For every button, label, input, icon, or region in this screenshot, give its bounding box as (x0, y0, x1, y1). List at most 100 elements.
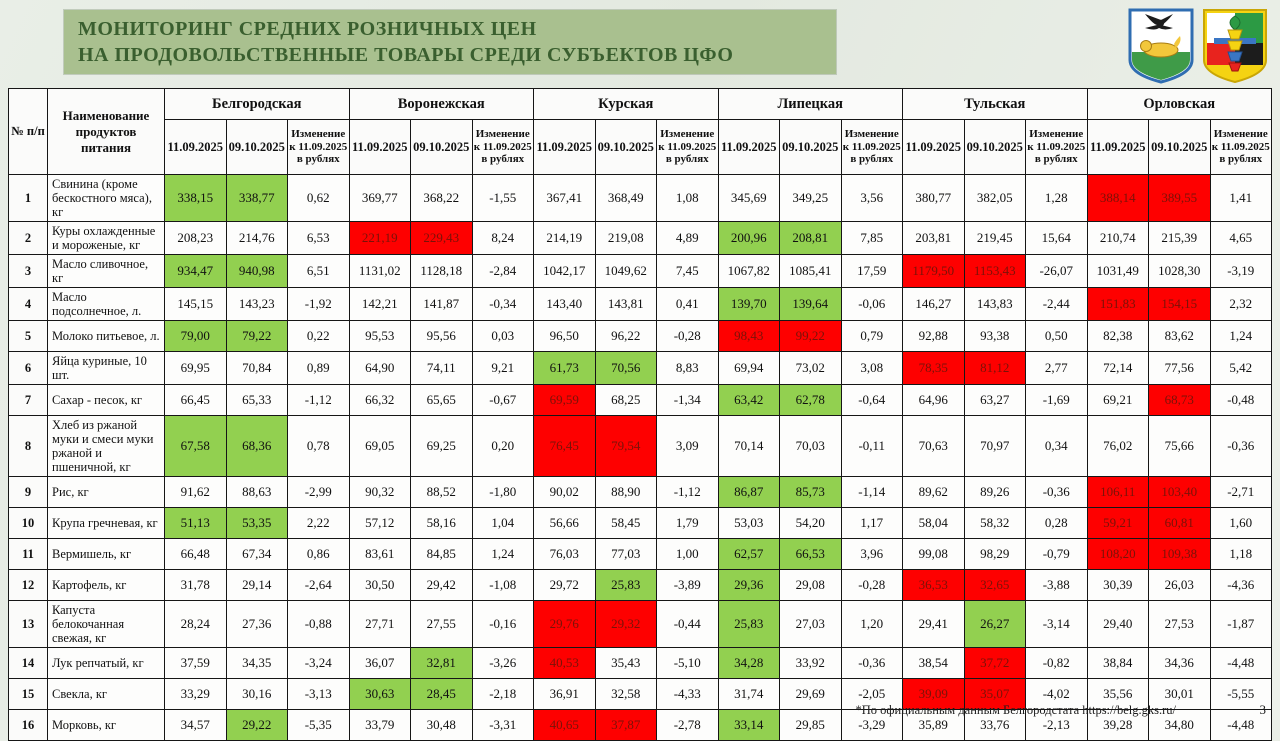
price-cell: 0,03 (471, 320, 534, 352)
price-cell: 0,78 (287, 415, 350, 477)
wheat-ear-shape (1227, 15, 1243, 72)
price-cell: 70,97 (963, 415, 1026, 477)
price-cell: 208,23 (164, 221, 227, 255)
price-cell: 1128,18 (410, 254, 473, 288)
price-cell: 3,08 (840, 351, 903, 385)
price-cell: 3,56 (840, 174, 903, 222)
price-cell: 62,57 (717, 538, 780, 570)
price-cell: -1,08 (471, 569, 534, 601)
price-cell: 8,24 (471, 221, 534, 255)
price-cell: 90,32 (348, 476, 411, 508)
table-row: 4 Масло подсолнечное, л. 145,15 143,23 -1,92… (8, 287, 1272, 321)
price-cell: 0,79 (840, 320, 903, 352)
price-cell: 36,53 (902, 569, 965, 601)
price-cell: -4,33 (656, 678, 719, 710)
price-cell: 29,72 (533, 569, 596, 601)
price-cell: -3,24 (287, 647, 350, 679)
price-cell: 72,14 (1086, 351, 1149, 385)
region-header-1: Воронежская (348, 88, 534, 120)
price-cell: 1028,30 (1148, 254, 1211, 288)
price-cell: 32,65 (963, 569, 1026, 601)
price-cell: 86,87 (717, 476, 780, 508)
price-cell: 82,38 (1086, 320, 1149, 352)
price-cell: -0,28 (656, 320, 719, 352)
price-cell: 28,45 (410, 678, 473, 710)
price-cell: -4,02 (1025, 678, 1088, 710)
price-cell: 89,26 (963, 476, 1026, 508)
price-cell: 215,39 (1148, 221, 1211, 255)
product-name: Молоко питьевое, л. (47, 320, 165, 352)
date-header-2-1: 09.10.2025 (594, 119, 657, 175)
price-cell: 36,07 (348, 647, 411, 679)
price-cell: 54,20 (779, 507, 842, 539)
price-cell: 70,14 (717, 415, 780, 477)
price-cell: 29,14 (225, 569, 288, 601)
price-cell: 30,48 (410, 709, 473, 741)
price-cell: 69,95 (164, 351, 227, 385)
price-cell: 229,43 (410, 221, 473, 255)
price-cell: -0,06 (840, 287, 903, 321)
date-header-1-0: 11.09.2025 (348, 119, 411, 175)
price-cell: 51,13 (164, 507, 227, 539)
price-cell: 83,62 (1148, 320, 1211, 352)
row-number: 8 (8, 415, 48, 477)
price-cell: 93,38 (963, 320, 1026, 352)
product-name: Лук репчатый, кг (47, 647, 165, 679)
price-cell: 68,73 (1148, 384, 1211, 416)
price-cell: 203,81 (902, 221, 965, 255)
product-name: Куры охлажденные и мороженые, кг (47, 221, 165, 255)
table-row: 2 Куры охлажденные и мороженые, кг 208,23 2… (8, 221, 1272, 255)
price-cell: 380,77 (902, 174, 965, 222)
price-cell: 349,25 (779, 174, 842, 222)
price-cell: 30,16 (225, 678, 288, 710)
table-row: 3 Масло сливочное, кг 934,47 940,98 6,51 1131… (8, 254, 1272, 288)
price-cell: 40,53 (533, 647, 596, 679)
price-cell: 367,41 (533, 174, 596, 222)
product-name: Сахар - песок, кг (47, 384, 165, 416)
price-cell: 38,54 (902, 647, 965, 679)
price-cell: 1067,82 (717, 254, 780, 288)
price-cell: 30,39 (1086, 569, 1149, 601)
price-cell: 66,53 (779, 538, 842, 570)
product-name: Хлеб из ржаной муки и смеси муки ржаной … (47, 415, 165, 477)
change-header-3: Изменение к 11.09.2025 в рублях (840, 119, 903, 175)
price-cell: 208,81 (779, 221, 842, 255)
price-cell: 388,14 (1086, 174, 1149, 222)
price-cell: 1179,50 (902, 254, 965, 288)
price-cell: 88,52 (410, 476, 473, 508)
product-name: Яйца куриные, 10 шт. (47, 351, 165, 385)
price-cell: 33,92 (779, 647, 842, 679)
table-row: 10 Крупа гречневая, кг 51,13 53,35 2,22 57,12… (8, 507, 1272, 539)
price-cell: -1,12 (656, 476, 719, 508)
price-cell: 40,65 (533, 709, 596, 741)
price-cell: 5,42 (1209, 351, 1272, 385)
row-number: 15 (8, 678, 48, 710)
price-cell: 2,22 (287, 507, 350, 539)
price-cell: 27,53 (1148, 600, 1211, 648)
price-cell: 934,47 (164, 254, 227, 288)
price-cell: -0,16 (471, 600, 534, 648)
price-cell: 219,45 (963, 221, 1026, 255)
product-name: Вермишель, кг (47, 538, 165, 570)
corner-num-header: № п/п (8, 88, 48, 175)
change-header-4: Изменение к 11.09.2025 в рублях (1025, 119, 1088, 175)
price-cell: 1,60 (1209, 507, 1272, 539)
price-cell: 0,20 (471, 415, 534, 477)
price-cell: 36,91 (533, 678, 596, 710)
price-cell: 95,53 (348, 320, 411, 352)
price-cell: -2,84 (471, 254, 534, 288)
price-cell: 81,12 (963, 351, 1026, 385)
price-cell: 0,41 (656, 287, 719, 321)
table-row: 7 Сахар - песок, кг 66,45 65,33 -1,12 66,32 65… (8, 384, 1272, 416)
price-cell: 32,58 (594, 678, 657, 710)
price-cell: 67,34 (225, 538, 288, 570)
price-cell: 68,36 (225, 415, 288, 477)
price-cell: 4,65 (1209, 221, 1272, 255)
price-cell: -0,36 (840, 647, 903, 679)
row-number: 2 (8, 221, 48, 255)
price-cell: -1,55 (471, 174, 534, 222)
price-cell: 29,41 (902, 600, 965, 648)
price-cell: -4,48 (1209, 647, 1272, 679)
price-cell: 143,83 (963, 287, 1026, 321)
price-cell: 83,61 (348, 538, 411, 570)
